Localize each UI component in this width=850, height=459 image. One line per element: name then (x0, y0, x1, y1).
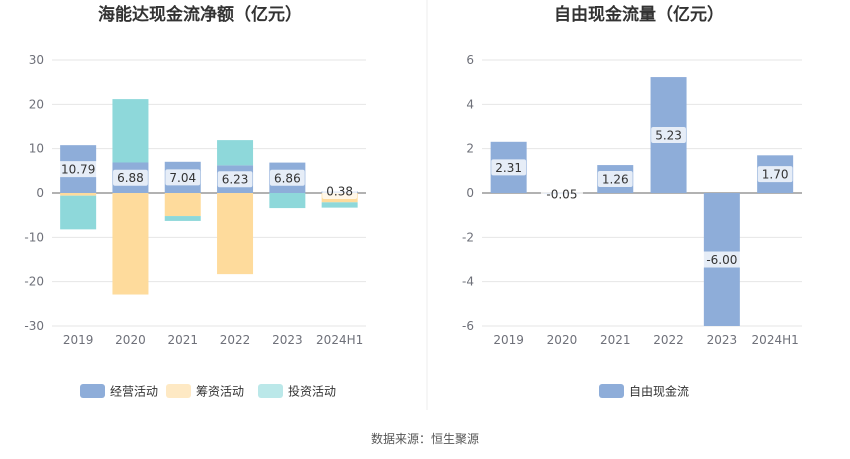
data-labels: 2.31 -0.05 1.26 5.23 -6.00 1.70 (491, 127, 793, 268)
y-tick-label: 4 (466, 97, 474, 111)
bar-投资活动-2022 (217, 140, 254, 166)
data-label: 6.86 (274, 171, 301, 185)
data-label-bg (540, 186, 583, 202)
x-tick-label: 2023 (707, 333, 738, 347)
data-label-bg (757, 166, 793, 183)
y-tick-label: -6 (462, 319, 474, 333)
y-tick-label: 30 (29, 53, 44, 67)
y-tick-label: 10 (29, 142, 44, 156)
x-tick-label: 2024H1 (752, 333, 799, 347)
bar-筹资活动-2021 (164, 193, 201, 217)
data-label: 5.23 (655, 129, 682, 143)
data-label: 0.38 (326, 185, 353, 199)
data-label-bg (597, 171, 633, 188)
y-tick-label: -30 (24, 319, 44, 333)
data-label: 10.79 (61, 163, 95, 177)
x-tick-label: 2020 (547, 333, 578, 347)
bar-投资活动-2021 (164, 216, 201, 221)
bar-投资活动-2023 (269, 193, 306, 209)
x-tick-label: 2023 (272, 333, 303, 347)
y-tick-label: 2 (466, 142, 474, 156)
y-tick-label: -20 (24, 275, 44, 289)
y-tick-label: 0 (466, 186, 474, 200)
x-axis-ticks: 2019 2020 2021 2022 2023 2024H1 (63, 333, 363, 347)
legend-label[interactable]: 投资活动 (288, 384, 336, 399)
y-axis-ticks: -30 -20 -10 0 10 20 30 (24, 53, 44, 333)
y-axis-ticks: -6 -4 -2 0 2 4 6 (462, 53, 474, 333)
grid-lines (482, 59, 802, 327)
bar-筹资活动-2019 (60, 193, 97, 196)
chart-title: 海能达现金流净额（亿元） (98, 4, 302, 25)
data-label: -6.00 (706, 253, 737, 267)
data-label: 1.26 (602, 173, 629, 187)
legend-label[interactable]: 自由现金流 (629, 384, 689, 399)
data-label: -0.05 (546, 188, 577, 202)
bar-投资活动-2024H1 (321, 202, 358, 208)
data-source: 数据来源：恒生聚源 (371, 431, 479, 446)
x-tick-label: 2024H1 (316, 333, 363, 347)
y-tick-label: 0 (36, 186, 44, 200)
y-tick-label: 20 (29, 97, 44, 111)
data-label: 2.31 (495, 161, 522, 175)
data-label: 6.23 (222, 173, 249, 187)
y-tick-label: 6 (466, 53, 474, 67)
legend-label[interactable]: 经营活动 (110, 385, 158, 399)
x-tick-label: 2021 (600, 333, 631, 347)
x-tick-label: 2022 (220, 333, 251, 347)
data-label-bg (113, 169, 148, 186)
legend: 经营活动 筹资活动 投资活动 (80, 384, 336, 399)
legend-swatch[interactable] (599, 384, 624, 398)
x-tick-label: 2019 (493, 333, 524, 347)
y-tick-label: -10 (24, 230, 44, 244)
x-tick-label: 2019 (63, 333, 94, 347)
legend-swatch[interactable] (166, 384, 191, 398)
data-label: 1.70 (762, 168, 789, 182)
data-label-bg (57, 161, 100, 178)
bar-筹资活动-2020 (112, 193, 149, 295)
y-tick-label: -2 (462, 230, 474, 244)
legend-swatch[interactable] (80, 384, 105, 398)
data-labels: 10.79 6.88 7.04 6.23 6.86 0.38 (57, 161, 358, 199)
data-label-bg (700, 251, 743, 268)
chart-title: 自由现金流量（亿元） (554, 4, 724, 25)
x-tick-label: 2020 (115, 333, 146, 347)
bar-投资活动-2020 (112, 99, 149, 163)
grid-lines (52, 59, 366, 327)
data-label: 7.04 (169, 171, 196, 185)
data-label-bg (217, 171, 253, 188)
bars (490, 77, 794, 326)
x-axis-ticks: 2019 2020 2021 2022 2023 2024H1 (493, 333, 798, 347)
data-label-bg (322, 183, 358, 199)
bar-投资活动-2019 (60, 195, 97, 230)
x-tick-label: 2022 (653, 333, 684, 347)
bar-筹资活动-2022 (217, 193, 254, 275)
legend-swatch[interactable] (258, 384, 283, 398)
x-tick-label: 2021 (167, 333, 198, 347)
bars (60, 99, 358, 295)
data-label-bg (491, 159, 527, 176)
data-label-bg (165, 169, 201, 186)
y-tick-label: -4 (462, 275, 474, 289)
data-label: 6.88 (117, 171, 144, 185)
legend-label[interactable]: 筹资活动 (196, 385, 244, 399)
data-label-bg (651, 127, 686, 144)
data-label-bg (269, 169, 305, 186)
legend: 自由现金流 (599, 384, 689, 399)
